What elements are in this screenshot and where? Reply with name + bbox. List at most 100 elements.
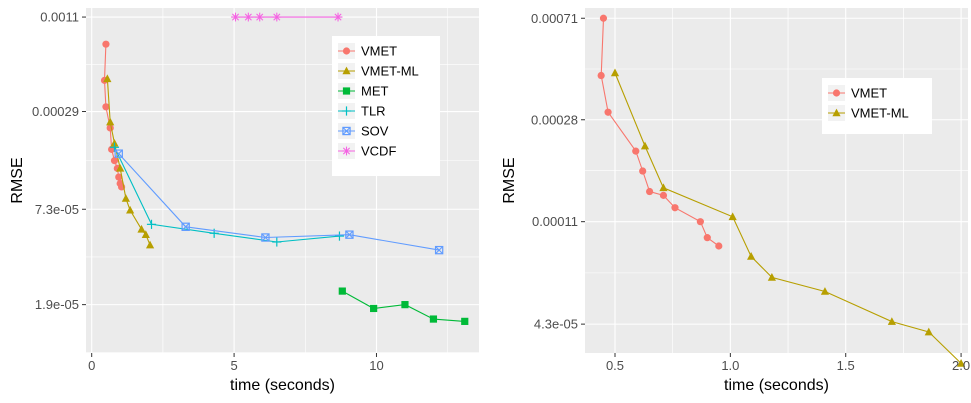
right-point-vmet-ml <box>956 358 966 367</box>
right-legend-key-marker-vmet-ml <box>832 108 841 117</box>
left-point-met <box>338 287 346 295</box>
right-point-vmet-ml <box>887 317 896 325</box>
left-series-layer <box>100 12 469 325</box>
right-point-vmet <box>604 108 612 116</box>
left-point-vmet-ml <box>137 224 146 233</box>
left-x-tick-label: 5 <box>230 358 237 373</box>
left-point-vmet-ml <box>121 194 130 202</box>
left-point-vcdf <box>231 12 240 22</box>
left-point-vmet <box>115 173 123 181</box>
right-panel: 0.5 1.0 1.5 2.0 0.00071 0.00028 0.00011 4.3e-05… <box>501 8 970 394</box>
right-point-vmet <box>646 187 654 196</box>
right-point-vmet-ml <box>924 327 933 336</box>
right-gridlines <box>585 8 968 353</box>
left-y-axis-title: RMSE <box>9 157 26 203</box>
left-point-tlr <box>146 219 157 229</box>
left-point-vmet-ml <box>145 240 155 249</box>
left-legend-key-marker-vcdf <box>342 146 351 156</box>
right-point-vmet <box>632 147 640 155</box>
left-legend-label-vmet-ml: VMET-ML <box>361 64 419 79</box>
right-point-vmet-ml <box>610 68 620 77</box>
left-y-tick-label: 7.3e-05 <box>35 202 79 217</box>
right-point-vmet-ml <box>640 141 650 150</box>
left-point-vmet-ml <box>103 74 112 83</box>
right-y-tick-label: 0.00011 <box>532 214 578 229</box>
left-legend-key-marker-tlr <box>341 106 352 116</box>
left-point-vmet <box>102 103 110 111</box>
left-gridlines <box>86 8 479 353</box>
right-point-vmet-ml <box>767 272 776 281</box>
left-y-tick-label: 0.0011 <box>40 10 79 25</box>
right-point-vmet-ml <box>820 287 830 295</box>
left-point-met <box>401 301 409 309</box>
left-point-vcdf <box>333 12 343 22</box>
right-series-line-vmet-ml <box>614 72 962 364</box>
right-y-tick-label: 4.3e-05 <box>534 317 578 332</box>
right-x-axis-title: time (seconds) <box>724 377 829 394</box>
right-point-vmet <box>696 218 704 226</box>
right-y-tick-label: 0.00028 <box>531 112 578 127</box>
left-point-tlr <box>272 237 282 247</box>
left-point-tlr <box>109 142 120 152</box>
left-point-vmet <box>106 124 114 132</box>
left-point-vmet-ml <box>106 117 115 126</box>
left-panel: 0 5 10 0.0011 0.00029 7.3e-05 1.9e-05 time (se… <box>9 8 479 394</box>
left-tick-labels: 0 5 10 0.0011 0.00029 7.3e-05 1.9e-05 <box>32 10 384 373</box>
left-point-sov <box>434 245 444 255</box>
left-y-tick-label: 1.9e-05 <box>35 297 79 312</box>
left-point-vmet <box>102 40 110 48</box>
right-legend-label-vmet: VMET <box>851 86 887 101</box>
left-point-sov <box>345 230 354 239</box>
left-point-vmet-ml <box>116 163 125 172</box>
left-x-tick-label: 10 <box>369 358 383 373</box>
left-legend-key-marker-sov <box>342 126 351 136</box>
left-point-vcdf <box>272 12 282 22</box>
right-x-tick-label: 2.0 <box>952 358 970 373</box>
left-point-vmet-ml <box>126 205 135 214</box>
left-legend-key-marker-vmet <box>342 47 351 55</box>
left-legend-key-marker-met <box>342 87 351 95</box>
left-legend: VMET VMET-ML MET TLR SOV VCDF <box>332 36 440 176</box>
right-point-vmet <box>671 204 679 212</box>
left-point-met <box>370 304 378 313</box>
left-point-vmet-ml <box>141 230 150 238</box>
right-legend-label-vmet-ml: VMET-ML <box>851 106 909 121</box>
left-point-sov <box>114 149 123 158</box>
left-legend-label-vcdf: VCDF <box>361 144 396 159</box>
left-point-sov <box>261 233 270 242</box>
right-point-vmet <box>639 167 647 175</box>
right-x-tick-label: 1.0 <box>721 358 739 373</box>
right-point-vmet <box>715 242 723 250</box>
right-x-tick-label: 1.5 <box>837 358 855 373</box>
left-legend-label-vmet: VMET <box>361 44 397 59</box>
right-y-axis-title: RMSE <box>501 157 518 203</box>
left-x-tick-label: 0 <box>88 358 95 373</box>
left-x-axis-title: time (seconds) <box>230 377 335 394</box>
right-x-tick-label: 0.5 <box>606 358 624 373</box>
left-legend-label-sov: SOV <box>361 124 389 139</box>
right-point-vmet-ml <box>747 252 756 260</box>
left-legend-label-met: MET <box>361 84 389 99</box>
left-point-met <box>461 317 469 325</box>
left-legend-key-marker-vmet-ml <box>342 66 351 75</box>
right-point-vmet-ml <box>728 212 737 221</box>
right-point-vmet <box>597 71 605 80</box>
right-point-vmet <box>659 191 668 199</box>
left-point-sov <box>181 222 190 231</box>
left-point-vcdf <box>255 12 265 22</box>
right-legend: VMET VMET-ML <box>822 78 932 134</box>
right-legend-key-marker-vmet <box>832 89 841 97</box>
left-point-tlr <box>334 231 345 241</box>
right-series-layer <box>597 14 966 367</box>
right-point-vmet <box>703 234 711 242</box>
right-y-tick-label: 0.00071 <box>531 11 578 26</box>
right-point-vmet-ml <box>659 183 668 192</box>
right-plot-background <box>585 8 968 353</box>
left-y-tick-label: 0.00029 <box>32 104 79 119</box>
left-point-met <box>429 315 438 323</box>
left-point-vmet <box>110 157 119 165</box>
right-point-vmet <box>599 14 608 22</box>
right-tick-labels: 0.5 1.0 1.5 2.0 0.00071 0.00028 0.00011 4.3e-05 <box>531 11 970 373</box>
left-legend-label-tlr: TLR <box>361 104 386 119</box>
